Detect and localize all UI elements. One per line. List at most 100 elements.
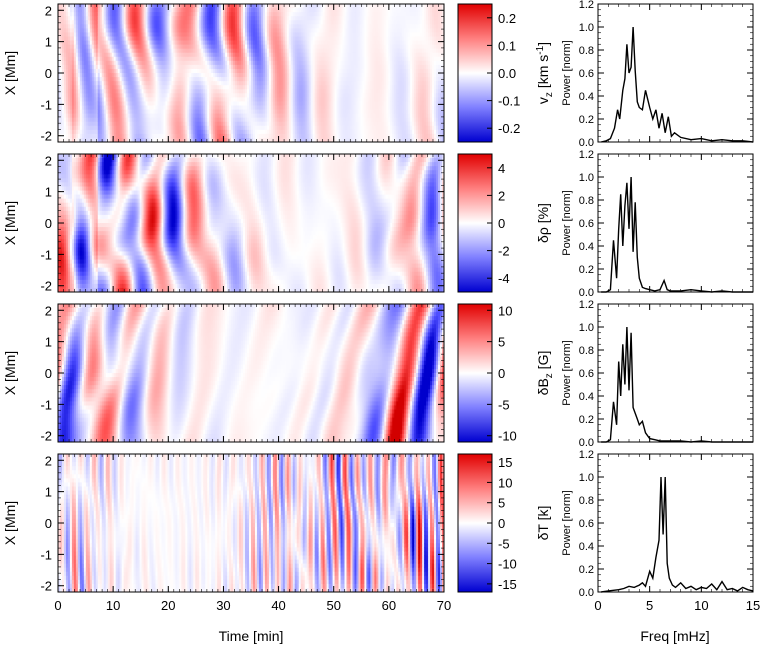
power-tick-label: 1.2 [579,299,594,311]
heatmap-vz: -2 -1 0 1 2 X [Mm] [2,3,445,144]
power-tick-label: 0.0 [579,437,594,449]
y-tick-label: 2 [45,303,52,318]
power-line [600,476,754,593]
power-tick-label: 0.4 [579,91,594,103]
colorbar-tick-label: 5 [498,335,505,350]
power-tick-label: 1.0 [579,22,594,34]
y-tick-label: 0 [45,366,52,381]
y-axis-label: X [Mm] [2,201,18,245]
colorbar-vz: 0.2 0.1 0.0 -0.1 -0.2 vz [km s-1] [457,3,555,143]
power-tick-label: 0.6 [579,218,594,230]
power-tick-label: 0.4 [579,391,594,403]
colorbar-tick-label: -0.1 [498,94,520,109]
colorbar-tick-label: 4 [498,161,505,176]
colorbar [457,153,493,293]
power-tick-label: 0.0 [579,137,594,149]
colorbar-tick-label: -4 [498,271,510,286]
colorbar-dT: 15 10 5 0 -5 -10 -15 δT [k] [457,453,551,593]
colorbar [457,303,493,443]
y-axis-label: X [Mm] [2,351,18,395]
colorbar-label: vz [km s-1] [535,42,555,104]
power-tick-label: 1.2 [579,149,594,161]
heatmap-dBz: -2 -1 0 1 2 X [Mm] [2,303,445,444]
colorbar-tick-label: -5 [498,536,510,551]
colorbar-tick-label: 0 [498,366,505,381]
colorbar-tick-label: 0 [498,516,505,531]
power-line [600,26,754,143]
y-tick-label: -1 [40,547,52,562]
power-tick-label: 0.2 [579,414,594,426]
power-line [601,326,753,443]
colorbar-tick-label: -10 [498,429,517,444]
power-tick-label: 0.4 [579,241,594,253]
colorbar-label: δBz [G] [535,351,555,396]
power-tick-label: 0.0 [579,287,594,299]
y-tick-label: -2 [40,279,52,294]
power-frame [597,3,754,143]
power-tick-label: 1.2 [579,0,594,11]
power-tick-label: 0.6 [579,368,594,380]
colorbar-tick-label: 15 [498,455,512,470]
power-spectrum-3: 0.0 0.2 0.4 0.6 0.8 1.0 1.2 0 5 10 15 Power [norm] [561,449,760,613]
time-tick-label: 50 [326,598,340,613]
colorbar-tick-label: 0 [498,216,505,231]
time-axis-label: Time [min] [219,628,284,644]
y-tick-label: -2 [40,579,52,594]
y-tick-label: -2 [40,129,52,144]
colorbar-tick-label: 0.0 [498,66,516,81]
power-tick-label: 0.8 [579,495,594,507]
y-tick-label: 2 [45,3,52,18]
time-tick-label: 0 [54,598,61,613]
time-tick-label: 40 [271,598,285,613]
heatmap-dT: -2 -1 0 1 2 X [Mm] 0 10 20 30 40 50 60 70 [2,453,451,613]
power-frame [597,453,754,593]
colorbar-label: δρ [%] [535,203,551,243]
power-tick-label: 0.2 [579,114,594,126]
time-tick-label: 70 [437,598,451,613]
colorbar-dBz: 10 5 0 -5 -10 δBz [G] [457,303,555,444]
power-spectrum-0: 0.0 0.2 0.4 0.6 0.8 1.0 1.2 Power [norm] [561,0,754,149]
colorbar-label: δT [k] [535,506,551,541]
y-tick-label: -1 [40,97,52,112]
power-axis-label: Power [norm] [561,190,573,255]
colorbar-tick-label: 5 [498,496,505,511]
colorbar-tick-label: 0.2 [498,11,516,26]
y-axis-label: X [Mm] [2,51,18,95]
power-tick-label: 1.0 [579,322,594,334]
y-axis-label: X [Mm] [2,501,18,545]
freq-tick-label: 15 [746,598,760,613]
colorbar-tick-label: 0.1 [498,38,516,53]
power-axis-label: Power [norm] [561,40,573,105]
power-axis-label: Power [norm] [561,490,573,555]
colorbar-tick-label: -2 [498,244,510,259]
time-tick-label: 30 [216,598,230,613]
freq-axis-label: Freq [mHz] [640,628,709,644]
power-tick-label: 0.6 [579,518,594,530]
heatmap-drho: -2 -1 0 1 2 X [Mm] [2,153,445,294]
power-tick-label: 1.2 [579,449,594,461]
freq-tick-label: 5 [646,598,653,613]
y-tick-label: -1 [40,247,52,262]
power-tick-label: 0.0 [579,587,594,599]
power-tick-label: 1.0 [579,172,594,184]
colorbar-tick-label: -0.2 [498,121,520,136]
power-axis-label: Power [norm] [561,340,573,405]
colorbar-tick-label: 2 [498,188,505,203]
power-tick-label: 0.8 [579,45,594,57]
time-tick-label: 20 [161,598,175,613]
colorbar-drho: 4 2 0 -2 -4 δρ [%] [457,153,551,293]
y-tick-label: 1 [45,185,52,200]
power-tick-label: 0.8 [579,345,594,357]
freq-tick-label: 10 [694,598,708,613]
colorbar [457,3,493,143]
y-tick-label: -1 [40,397,52,412]
y-tick-label: 1 [45,35,52,50]
power-tick-label: 0.2 [579,564,594,576]
power-spectrum-1: 0.0 0.2 0.4 0.6 0.8 1.0 1.2 Power [norm] [561,149,754,299]
power-spectrum-2: 0.0 0.2 0.4 0.6 0.8 1.0 1.2 Power [norm] [561,299,754,449]
power-line [601,176,753,293]
y-tick-label: -2 [40,429,52,444]
y-tick-label: 2 [45,453,52,468]
time-tick-label: 60 [382,598,396,613]
